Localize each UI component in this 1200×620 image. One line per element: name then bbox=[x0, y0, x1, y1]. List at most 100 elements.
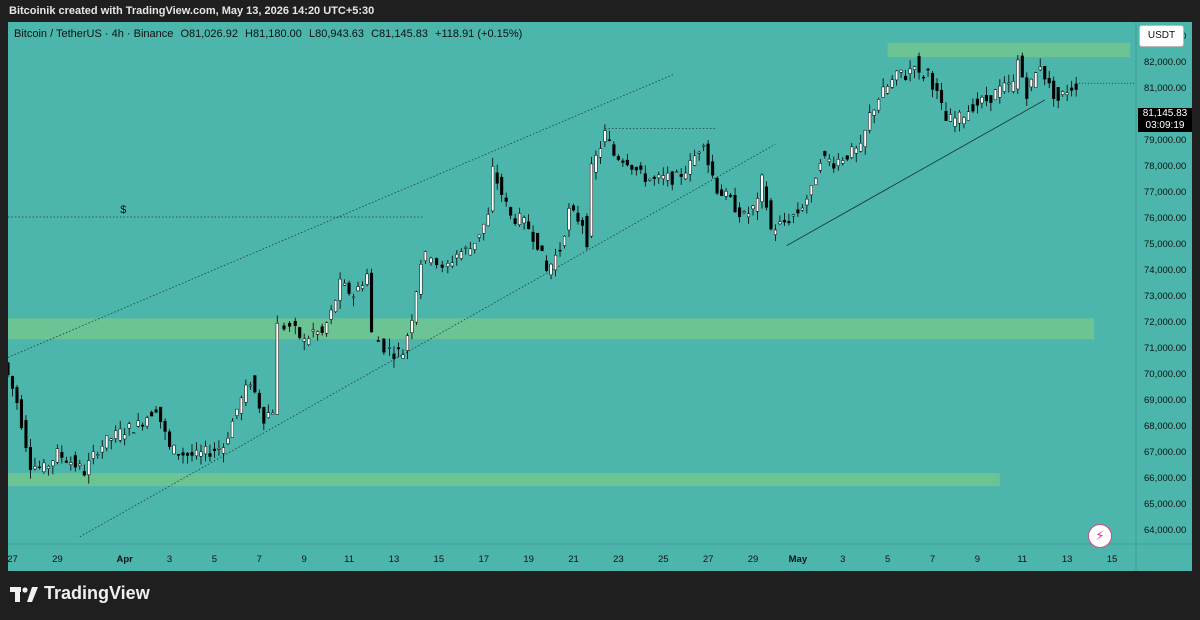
candle-body bbox=[966, 111, 970, 121]
candle-body bbox=[382, 338, 386, 353]
candle-body bbox=[1007, 82, 1011, 85]
candle-body bbox=[109, 438, 113, 441]
candle-body bbox=[1070, 87, 1074, 91]
candle-body bbox=[55, 448, 59, 463]
chart-area[interactable]: $64,000.00 65,000.00 66,000.00 67,000.00 68,… bbox=[8, 22, 1192, 571]
candle-body bbox=[733, 195, 737, 213]
candle-body bbox=[545, 260, 549, 271]
candle-body bbox=[87, 460, 91, 476]
candle-body bbox=[913, 66, 917, 70]
candle-body bbox=[127, 423, 131, 429]
bar-countdown: 03:09:19 bbox=[1145, 120, 1185, 131]
candle-body bbox=[347, 282, 351, 294]
candle-body bbox=[868, 112, 872, 131]
candle-body bbox=[580, 219, 585, 226]
candle-body bbox=[24, 419, 28, 448]
candle-body bbox=[500, 176, 504, 195]
candle-body bbox=[724, 191, 728, 197]
y-tick-label: 70,000.00 bbox=[1144, 369, 1186, 380]
candle-body bbox=[282, 325, 286, 330]
candle-body bbox=[190, 452, 194, 456]
y-tick-label: 81,000.00 bbox=[1144, 83, 1186, 94]
candle-body bbox=[558, 249, 562, 252]
candle-body bbox=[1043, 66, 1047, 80]
y-tick-label: 73,000.00 bbox=[1144, 291, 1186, 302]
candle-body bbox=[737, 207, 742, 218]
low-value: L80,943.63 bbox=[308, 28, 365, 40]
candle-body bbox=[715, 177, 719, 194]
candle-body bbox=[953, 117, 957, 127]
candle-body bbox=[410, 320, 414, 334]
open-value: O81,026.92 bbox=[180, 28, 238, 40]
candle-body bbox=[845, 155, 849, 160]
candle-body bbox=[697, 151, 701, 154]
candle-body bbox=[643, 173, 647, 182]
candle-body bbox=[594, 155, 598, 173]
candle-body bbox=[365, 273, 369, 285]
y-tick-label: 68,000.00 bbox=[1144, 421, 1186, 432]
candle-body bbox=[625, 159, 629, 166]
candle-body bbox=[163, 421, 167, 432]
candle-body bbox=[827, 158, 831, 162]
lightning-bolt-icon[interactable]: ⚡ bbox=[1088, 524, 1112, 548]
candle-body bbox=[607, 139, 611, 141]
candle-body bbox=[401, 354, 405, 359]
demand-zone bbox=[8, 473, 1000, 487]
y-tick-label: 67,000.00 bbox=[1144, 447, 1186, 458]
tradingview-logo[interactable]: TradingView bbox=[10, 583, 150, 604]
candle-body bbox=[666, 172, 670, 181]
candle-body bbox=[926, 68, 930, 71]
candle-body bbox=[316, 331, 320, 335]
candle-body bbox=[670, 171, 674, 185]
candle-body bbox=[320, 326, 324, 333]
y-tick-label: 66,000.00 bbox=[1144, 473, 1186, 484]
tradingview-brand: TradingView bbox=[44, 583, 150, 603]
candle-body bbox=[661, 175, 665, 180]
x-tick-label: 23 bbox=[613, 554, 624, 565]
candle-body bbox=[1025, 77, 1029, 99]
y-tick-label: 77,000.00 bbox=[1144, 187, 1186, 198]
candle-body bbox=[60, 452, 64, 458]
candle-body bbox=[78, 463, 82, 466]
candle-body bbox=[939, 89, 944, 103]
candle-body bbox=[123, 434, 127, 440]
candle-body bbox=[975, 98, 979, 106]
candle-body bbox=[486, 214, 490, 226]
candle-body bbox=[778, 221, 782, 225]
y-tick-label: 78,000.00 bbox=[1144, 161, 1186, 172]
candle-body bbox=[742, 211, 746, 213]
candle-body bbox=[10, 376, 15, 389]
candle-body bbox=[948, 114, 953, 122]
candle-body bbox=[42, 462, 46, 473]
candle-body bbox=[203, 446, 208, 455]
candle-body bbox=[621, 160, 625, 163]
candle-body bbox=[527, 221, 531, 229]
candle-body bbox=[962, 117, 966, 125]
x-tick-label: 5 bbox=[212, 554, 217, 565]
candle-body bbox=[464, 247, 468, 249]
candle-body bbox=[639, 165, 643, 170]
candle-body bbox=[841, 160, 845, 164]
candle-body bbox=[930, 73, 935, 90]
x-tick-label: 3 bbox=[840, 554, 845, 565]
candle-body bbox=[136, 420, 140, 427]
x-tick-label: Apr bbox=[117, 554, 134, 565]
x-tick-label: May bbox=[789, 554, 808, 565]
candle-body bbox=[491, 166, 495, 212]
x-tick-label: 29 bbox=[748, 554, 759, 565]
candle-body bbox=[1002, 82, 1006, 92]
price-chart[interactable]: $64,000.00 65,000.00 66,000.00 67,000.00 68,… bbox=[8, 22, 1192, 571]
candle-body bbox=[675, 171, 679, 173]
candle-body bbox=[729, 194, 733, 197]
candle-body bbox=[64, 460, 68, 463]
currency-selector[interactable]: USDT bbox=[1139, 25, 1184, 47]
candle-body bbox=[446, 263, 450, 267]
candle-body bbox=[589, 163, 593, 237]
candle-body bbox=[859, 142, 863, 152]
candle-body bbox=[513, 218, 517, 224]
candle-body bbox=[208, 453, 212, 457]
last-price-tag: 81,145.83 03:09:19 bbox=[1138, 108, 1192, 132]
candle-body bbox=[1065, 92, 1069, 95]
candle-body bbox=[473, 242, 477, 250]
x-tick-label: 15 bbox=[434, 554, 445, 565]
